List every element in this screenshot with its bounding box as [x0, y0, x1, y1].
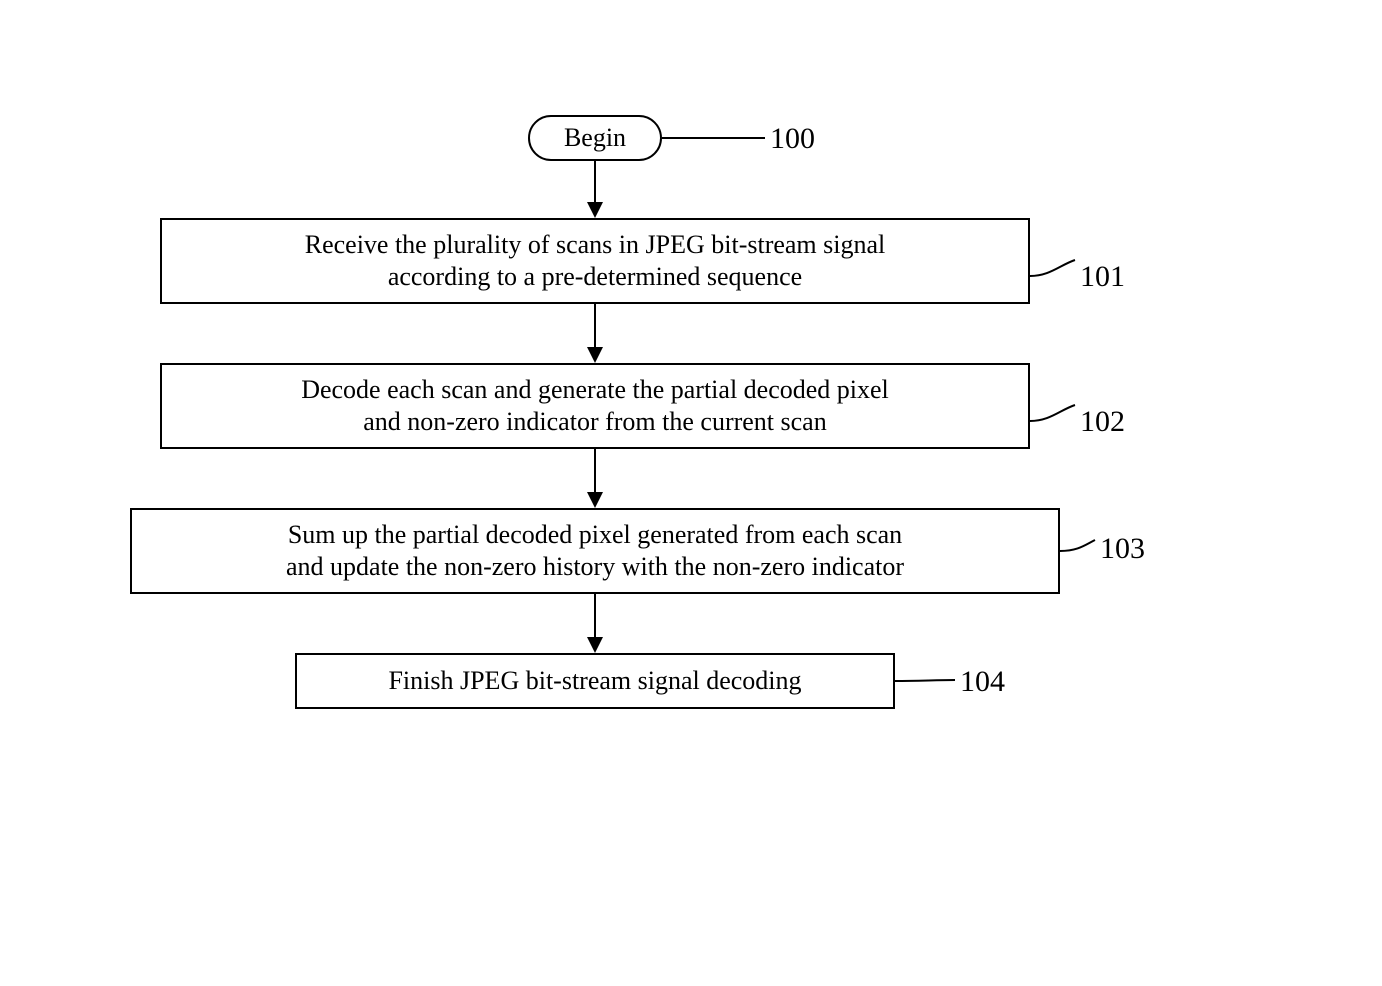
flowchart-canvas: Begin 100 Receive the plurality of scans…: [0, 0, 1382, 986]
leader-103: [0, 0, 1382, 986]
edge-0-head: [587, 202, 603, 218]
node-103-text: Sum up the partial decoded pixel generat…: [286, 519, 904, 584]
edge-2-head: [587, 492, 603, 508]
node-101: Receive the plurality of scans in JPEG b…: [160, 218, 1030, 304]
leader-100: [0, 0, 1382, 986]
node-begin: Begin: [528, 115, 662, 161]
leader-102-path: [1030, 405, 1075, 421]
ref-label-101: 101: [1080, 260, 1125, 294]
leader-104: [0, 0, 1382, 986]
edge-1-head: [587, 347, 603, 363]
ref-label-104: 104: [960, 665, 1005, 699]
leader-104-path: [895, 680, 955, 681]
leader-103-path: [1060, 540, 1095, 551]
leader-101: [0, 0, 1382, 986]
node-103: Sum up the partial decoded pixel generat…: [130, 508, 1060, 594]
node-102-text: Decode each scan and generate the partia…: [301, 374, 889, 439]
ref-label-102: 102: [1080, 405, 1125, 439]
edge-3-head: [587, 637, 603, 653]
edge-2-line: [594, 449, 596, 492]
ref-label-103: 103: [1100, 532, 1145, 566]
node-101-text: Receive the plurality of scans in JPEG b…: [305, 229, 886, 294]
edge-0-line: [594, 161, 596, 202]
ref-label-100: 100: [770, 122, 815, 156]
edge-3-line: [594, 594, 596, 637]
edge-1-line: [594, 304, 596, 347]
node-104: Finish JPEG bit-stream signal decoding: [295, 653, 895, 709]
node-begin-text: Begin: [564, 122, 626, 155]
node-102: Decode each scan and generate the partia…: [160, 363, 1030, 449]
leader-101-path: [1030, 260, 1075, 276]
node-104-text: Finish JPEG bit-stream signal decoding: [388, 665, 801, 698]
leader-102: [0, 0, 1382, 986]
